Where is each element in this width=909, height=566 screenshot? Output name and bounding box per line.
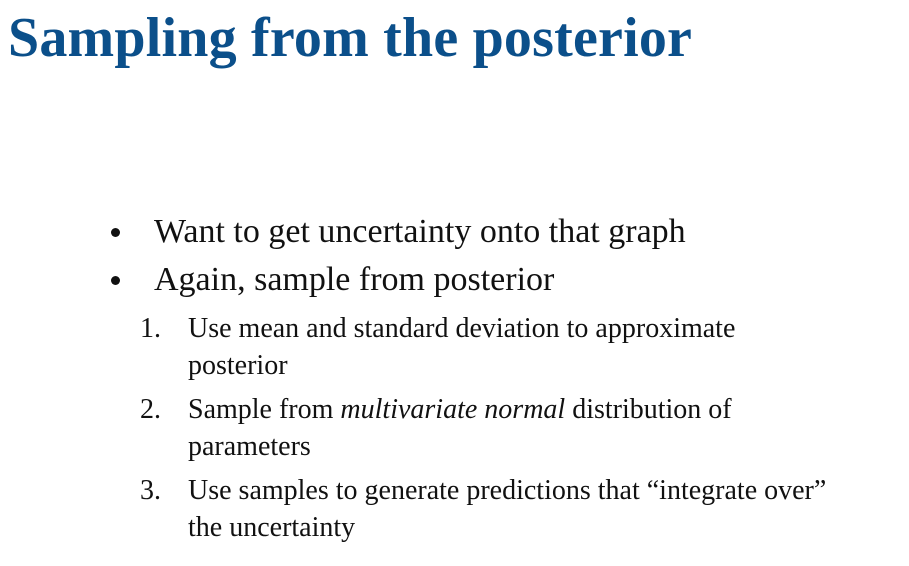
bullet-list: Want to get uncertainty onto that graph … xyxy=(0,208,909,304)
step-line: Use mean and standard deviation to appro… xyxy=(188,313,736,344)
bullet-text: Want to get uncertainty onto that graph xyxy=(154,213,686,250)
step-line: Use samples to generate predictions that… xyxy=(188,475,827,506)
step-line: posterior xyxy=(188,350,288,381)
step-text: Use mean and standard deviation to appro… xyxy=(188,310,903,384)
step-number: 3. xyxy=(140,475,161,506)
bullet-item: Again, sample from posterior xyxy=(0,256,909,304)
slide-title: Sampling from the posterior xyxy=(8,7,693,69)
bullet-dot-icon xyxy=(111,276,120,285)
numbered-list: 1. Use mean and standard deviation to ap… xyxy=(0,310,909,553)
step-line: parameters xyxy=(188,431,311,462)
step-text: Use samples to generate predictions that… xyxy=(188,472,903,546)
step-number: 1. xyxy=(140,313,161,344)
bullet-dot-icon xyxy=(111,228,120,237)
step-text-after: distribution of xyxy=(565,394,732,425)
step-number: 2. xyxy=(140,394,161,425)
numbered-item: 2. Sample from multivariate normal distr… xyxy=(0,391,909,465)
numbered-item: 1. Use mean and standard deviation to ap… xyxy=(0,310,909,384)
step-text: Sample from multivariate normal distribu… xyxy=(188,391,903,465)
step-text-before: Sample from xyxy=(188,394,341,425)
bullet-text: Again, sample from posterior xyxy=(154,261,555,298)
step-line: the uncertainty xyxy=(188,512,356,543)
step-text-italic: multivariate normal xyxy=(340,394,566,425)
bullet-item: Want to get uncertainty onto that graph xyxy=(0,208,909,256)
numbered-item: 3. Use samples to generate predictions t… xyxy=(0,472,909,546)
